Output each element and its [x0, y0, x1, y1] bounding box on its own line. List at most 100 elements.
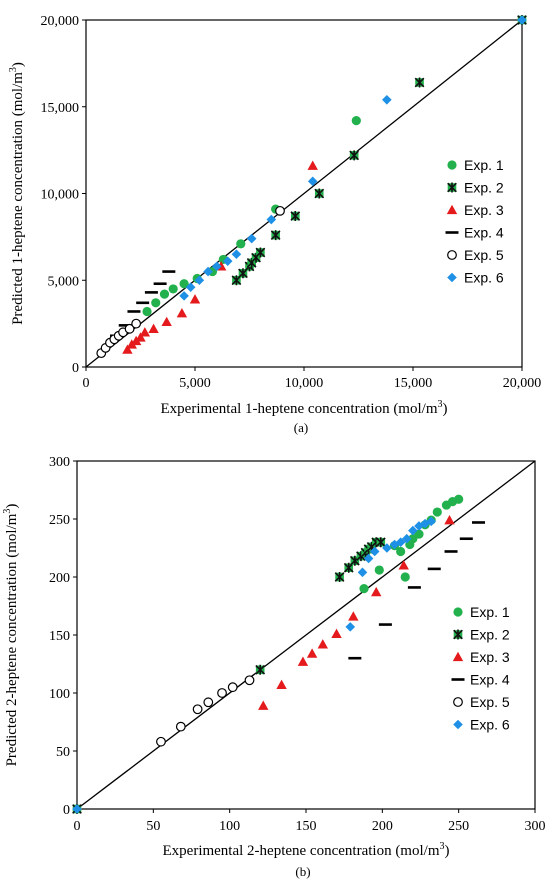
data-point [153, 282, 167, 286]
chart-b-x-tick-label: 300 [525, 819, 546, 834]
chart-b-y-tick-label: 250 [49, 513, 70, 528]
data-point [118, 324, 132, 327]
data-point [255, 664, 266, 675]
legend-marker [447, 272, 457, 283]
data-point [124, 323, 135, 334]
legend-label: Exp. 3 [470, 649, 510, 665]
chart-b-series-exp-5 [156, 675, 255, 747]
legend-marker [445, 231, 459, 234]
data-point [175, 721, 186, 732]
data-point [266, 214, 277, 225]
data-point [217, 688, 227, 698]
data-point [351, 116, 361, 126]
data-point [408, 525, 418, 536]
data-point [349, 150, 360, 161]
data-point [203, 266, 213, 277]
legend-label: Exp. 2 [464, 180, 504, 196]
data-point [369, 546, 380, 557]
chart-a-y-tick-label: 5,000 [48, 274, 80, 289]
data-point [396, 546, 406, 557]
data-point [185, 282, 196, 292]
chart-a-series-exp-5 [96, 205, 285, 359]
data-point [374, 565, 384, 575]
data-point [420, 518, 430, 529]
data-point [331, 628, 342, 638]
data-point [246, 233, 257, 244]
data-point [212, 261, 222, 272]
chart-b-series-exp-2 [72, 537, 386, 814]
data-point [222, 256, 233, 266]
chart-b-series-exp-4 [348, 521, 486, 660]
data-point [398, 560, 409, 570]
data-point [156, 736, 166, 747]
data-point [414, 77, 425, 88]
data-point [244, 675, 255, 686]
chart-a-parity-line [85, 19, 523, 368]
legend-marker [447, 250, 457, 260]
legend-marker [447, 182, 457, 193]
data-point [363, 553, 374, 564]
chart-a-legend: Exp. 1 Exp. 2 Exp. 3 Exp. 4 Exp. 5 Exp. 6 [445, 157, 504, 286]
chart-a-y-axis-label: Predicted 1-heptene concentration (mol/m… [8, 62, 26, 325]
chart-b-y-tick-label: 300 [49, 455, 70, 470]
chart-a-caption: (a) [294, 420, 308, 435]
data-point [142, 306, 152, 317]
legend-marker [452, 651, 464, 662]
chart-b-x-tick-label: 150 [296, 819, 317, 834]
chart-b-x-axis-label: Experimental 2-heptene concentration (mo… [163, 841, 450, 859]
data-point [72, 804, 82, 814]
data-point [148, 323, 159, 333]
data-point [136, 301, 150, 305]
data-point [401, 533, 412, 544]
data-point [314, 188, 325, 199]
data-point [371, 586, 382, 597]
data-point [179, 291, 189, 301]
data-point [270, 230, 281, 241]
chart-b-x-tick-label: 250 [448, 819, 469, 834]
chart-a-x-axis-label: Experimental 1-heptene concentration (mo… [161, 399, 448, 417]
chart-b-y-axis-label: Predicted 2-heptene concentration (mol/m… [2, 504, 20, 767]
chart-a-y-tick-label: 20,000 [41, 14, 80, 29]
legend-label: Exp. 3 [464, 202, 504, 218]
data-point [317, 639, 328, 649]
data-point [407, 586, 421, 589]
chart-b-x-tick-label: 0 [74, 819, 81, 834]
data-point [194, 275, 205, 286]
chart-b-caption: (b) [295, 864, 310, 879]
data-point [432, 507, 442, 517]
chart-a-x-tick-label: 20,000 [503, 376, 542, 391]
data-point [275, 205, 285, 216]
legend-label: Exp. 1 [464, 157, 504, 173]
data-point [122, 344, 133, 354]
legend-marker [447, 160, 457, 170]
chart-b-x-tick-label: 200 [372, 819, 393, 834]
chart-b-series-exp-3 [258, 514, 455, 710]
data-point [135, 332, 146, 342]
data-point [161, 316, 172, 327]
data-point [306, 648, 318, 658]
chart-a-x-tick-label: 10,000 [285, 376, 324, 391]
data-point [382, 95, 392, 105]
data-point [444, 550, 458, 553]
data-point [444, 514, 455, 525]
chart-b-y-tick-label: 0 [63, 803, 70, 818]
data-point [151, 298, 161, 308]
data-point [179, 279, 189, 289]
legend-marker [453, 607, 463, 617]
data-point [375, 537, 386, 548]
legend-label: Exp. 2 [470, 627, 510, 643]
data-point [162, 270, 176, 273]
data-point [236, 239, 246, 249]
chart-b-legend: Exp. 1 Exp. 2 Exp. 3 Exp. 4 Exp. 5 Exp. 6 [451, 604, 510, 733]
chart-a-series-exp-2 [231, 15, 527, 286]
data-point [454, 494, 464, 504]
data-point [276, 679, 287, 690]
legend-label: Exp. 6 [464, 270, 504, 286]
legend-label: Exp. 5 [464, 247, 504, 263]
data-point [357, 567, 368, 578]
data-point [348, 656, 362, 660]
data-point [307, 176, 318, 187]
data-point [517, 15, 527, 25]
